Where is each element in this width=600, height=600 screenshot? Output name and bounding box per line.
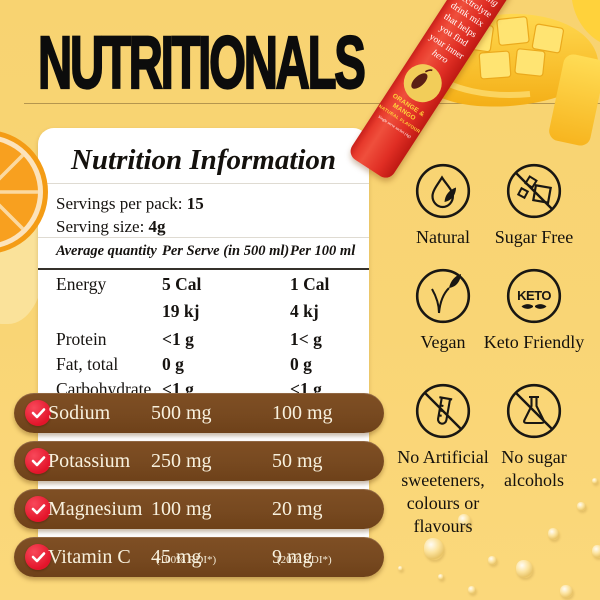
col-header-per-100ml: Per 100 ml [290,243,356,259]
mineral-per-100ml: 50 mg [272,450,323,472]
no-sugar-cubes-icon [506,163,562,219]
keto-icon-text: KETO [517,288,551,303]
page-title: NUTRITIONALS [37,21,366,104]
mineral-per-serve: 100 mg [151,498,212,520]
badge-sugar-free: Sugar Free [472,162,596,249]
rdi-note: (100% RDI*) [156,554,217,566]
water-droplet [458,514,471,528]
sprout-icon [415,268,471,324]
badge-keto-friendly: KETO Keto Friendly [472,267,596,354]
mineral-row-sodium: Sodium 500 mg 100 mg [14,393,384,433]
row-label: Protein [56,329,107,349]
badge-no-sugar-alcohols: No sugar alcohols [472,382,596,492]
mineral-value: 9 mg [272,546,313,568]
mineral-per-serve: 500 mg [151,402,212,424]
row-per-100ml: 4 kj [290,301,319,321]
water-droplet [438,574,444,580]
check-icon [25,544,51,570]
mineral-row-vitamin-c: Vitamin C 45 mg (100% RDI*) 9 mg (20% RDI*… [14,537,384,577]
mineral-per-100ml: 9 mg (20% RDI*) [272,537,332,580]
badge-label: No Artificial sweeteners, colours or fla… [397,447,489,536]
servings-label: Servings per pack: [56,194,183,213]
row-per-serve: 0 g [162,354,184,374]
water-droplet [577,502,586,511]
mineral-label: Potassium [48,450,131,472]
row-label: Energy [56,274,107,294]
water-droplet [516,560,533,578]
water-droplet [424,538,444,560]
col-header-quantity: Average quantity [56,243,157,259]
badge-natural: Natural [381,162,505,249]
water-droplet [468,586,476,594]
nutrition-panel-title: Nutrition Information [70,144,337,176]
divider [38,237,369,238]
col-header-per-serve: Per Serve (in 500 ml) [162,243,290,259]
no-test-tube-icon [415,383,471,439]
nutrition-panel: Nutrition Information Servings per pack:… [38,128,369,552]
check-icon [25,448,51,474]
badge-label: Sugar Free [494,227,574,247]
no-flask-icon [506,383,562,439]
servings-per-pack: Servings per pack: 15 [56,192,204,215]
keto-icon: KETO [506,268,562,324]
table-row: Fat, total 0 g 0 g [38,354,369,378]
row-per-serve: 5 Cal [162,274,202,294]
mango-silhouette-icon [411,68,433,89]
table-header-divider [38,268,369,270]
mineral-label: Sodium [48,402,111,424]
servings-info: Servings per pack: 15 Serving size: 4g [56,192,204,238]
table-row: Protein <1 g 1< g [38,329,369,353]
mineral-row-magnesium: Magnesium 100 mg 20 mg [14,489,384,529]
row-per-100ml: 0 g [290,354,312,374]
serving-size-value: 4g [148,217,166,236]
mineral-value: 45 mg [151,546,202,568]
table-row: Energy 5 Cal 1 Cal [38,274,369,298]
water-droplet [488,556,497,565]
badge-label: Keto Friendly [483,332,585,352]
mineral-per-100ml: 100 mg [272,402,333,424]
servings-value: 15 [186,194,204,213]
serving-size: Serving size: 4g [56,215,204,238]
row-per-100ml: 1< g [290,329,322,349]
water-droplet [398,566,403,571]
mineral-row-potassium: Potassium 250 mg 50 mg [14,441,384,481]
row-label: Fat, total [56,354,119,374]
row-per-100ml: 1 Cal [290,274,330,294]
row-per-serve: 19 kj [162,301,200,321]
check-icon [25,400,51,426]
mineral-label: Magnesium [48,498,143,520]
row-per-serve: <1 g [162,329,194,349]
badge-label: No sugar alcohols [501,447,567,490]
product-sachet: Hydrating electrolyte drink mix that hel… [346,0,514,182]
water-droplet [592,545,600,558]
sachet-mango-badge [396,56,450,110]
badge-vegan: Vegan [381,267,505,354]
badge-label: Vegan [420,332,466,352]
divider [38,183,369,184]
mineral-label: Vitamin C [48,546,131,568]
badge-no-artificial: No Artificial sweeteners, colours or fla… [381,382,505,538]
mineral-per-100ml: 20 mg [272,498,323,520]
mineral-per-serve: 250 mg [151,450,212,472]
leaf-drop-icon [415,163,471,219]
water-droplet [560,585,573,598]
mineral-per-serve: 45 mg (100% RDI*) [151,537,216,580]
mango-corner-piece [572,0,600,42]
table-row: 19 kj 4 kj [38,301,369,325]
header-divider [24,103,600,104]
water-droplet [548,528,559,540]
badge-label: Natural [416,227,470,247]
rdi-note: (20% RDI*) [277,554,332,566]
orange-slice-image [0,131,48,253]
check-icon [25,496,51,522]
water-droplet [592,478,598,484]
serving-size-label: Serving size: [56,217,145,236]
